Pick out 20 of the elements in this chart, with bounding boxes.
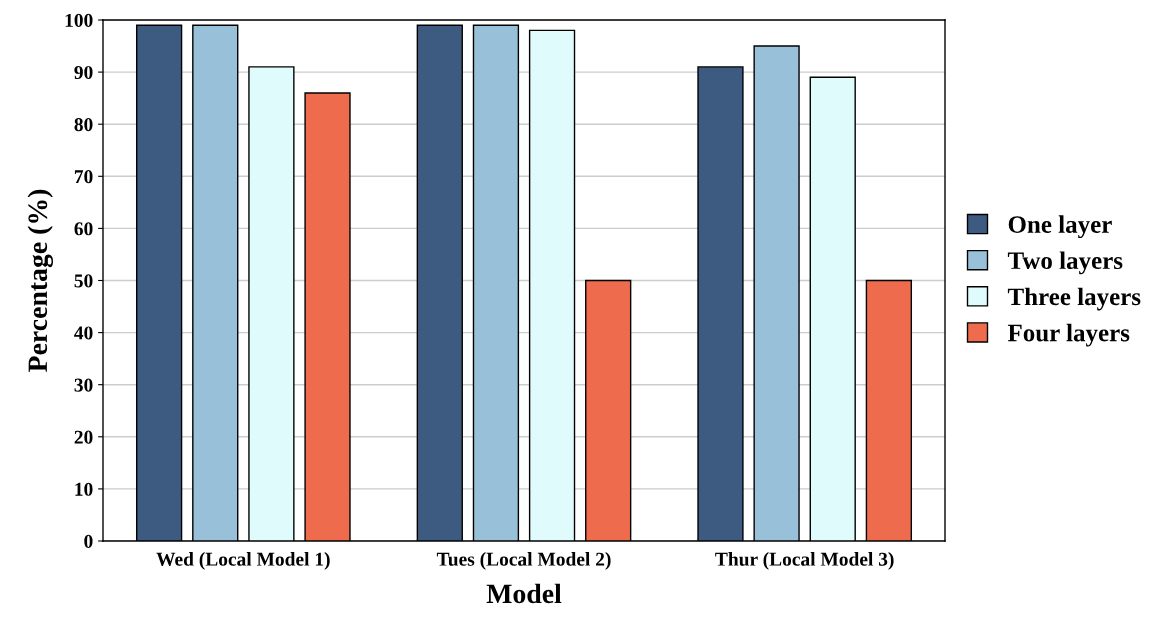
y-tick-label: 30 (74, 378, 93, 392)
y-tick-label: 0 (84, 534, 93, 548)
x-tick-label: Wed (Local Model 1) (156, 552, 330, 570)
legend-label: Three layers (1007, 287, 1141, 311)
y-tick-label: 80 (74, 118, 93, 132)
y-tick-label: 60 (74, 222, 93, 236)
x-axis-title: Model (486, 583, 562, 604)
legend-label: Two layers (1007, 251, 1123, 275)
y-tick-label: 10 (75, 482, 93, 496)
legend-label: Four layers (1007, 323, 1130, 347)
y-tick-label: 100 (65, 13, 93, 27)
y-tick-label: 90 (74, 65, 93, 80)
y-tick-label: 20 (74, 430, 93, 444)
legend-label: One layer (1008, 215, 1112, 239)
y-tick-label: 50 (74, 274, 93, 288)
y-tick-label: 70 (74, 170, 93, 184)
x-tick-label: Thur (Local Model 3) (715, 552, 894, 570)
y-axis-title: Percentage (%) (27, 189, 53, 372)
x-tick-label: Tues (Local Model 2) (436, 552, 611, 570)
y-tick-label: 40 (74, 326, 93, 340)
